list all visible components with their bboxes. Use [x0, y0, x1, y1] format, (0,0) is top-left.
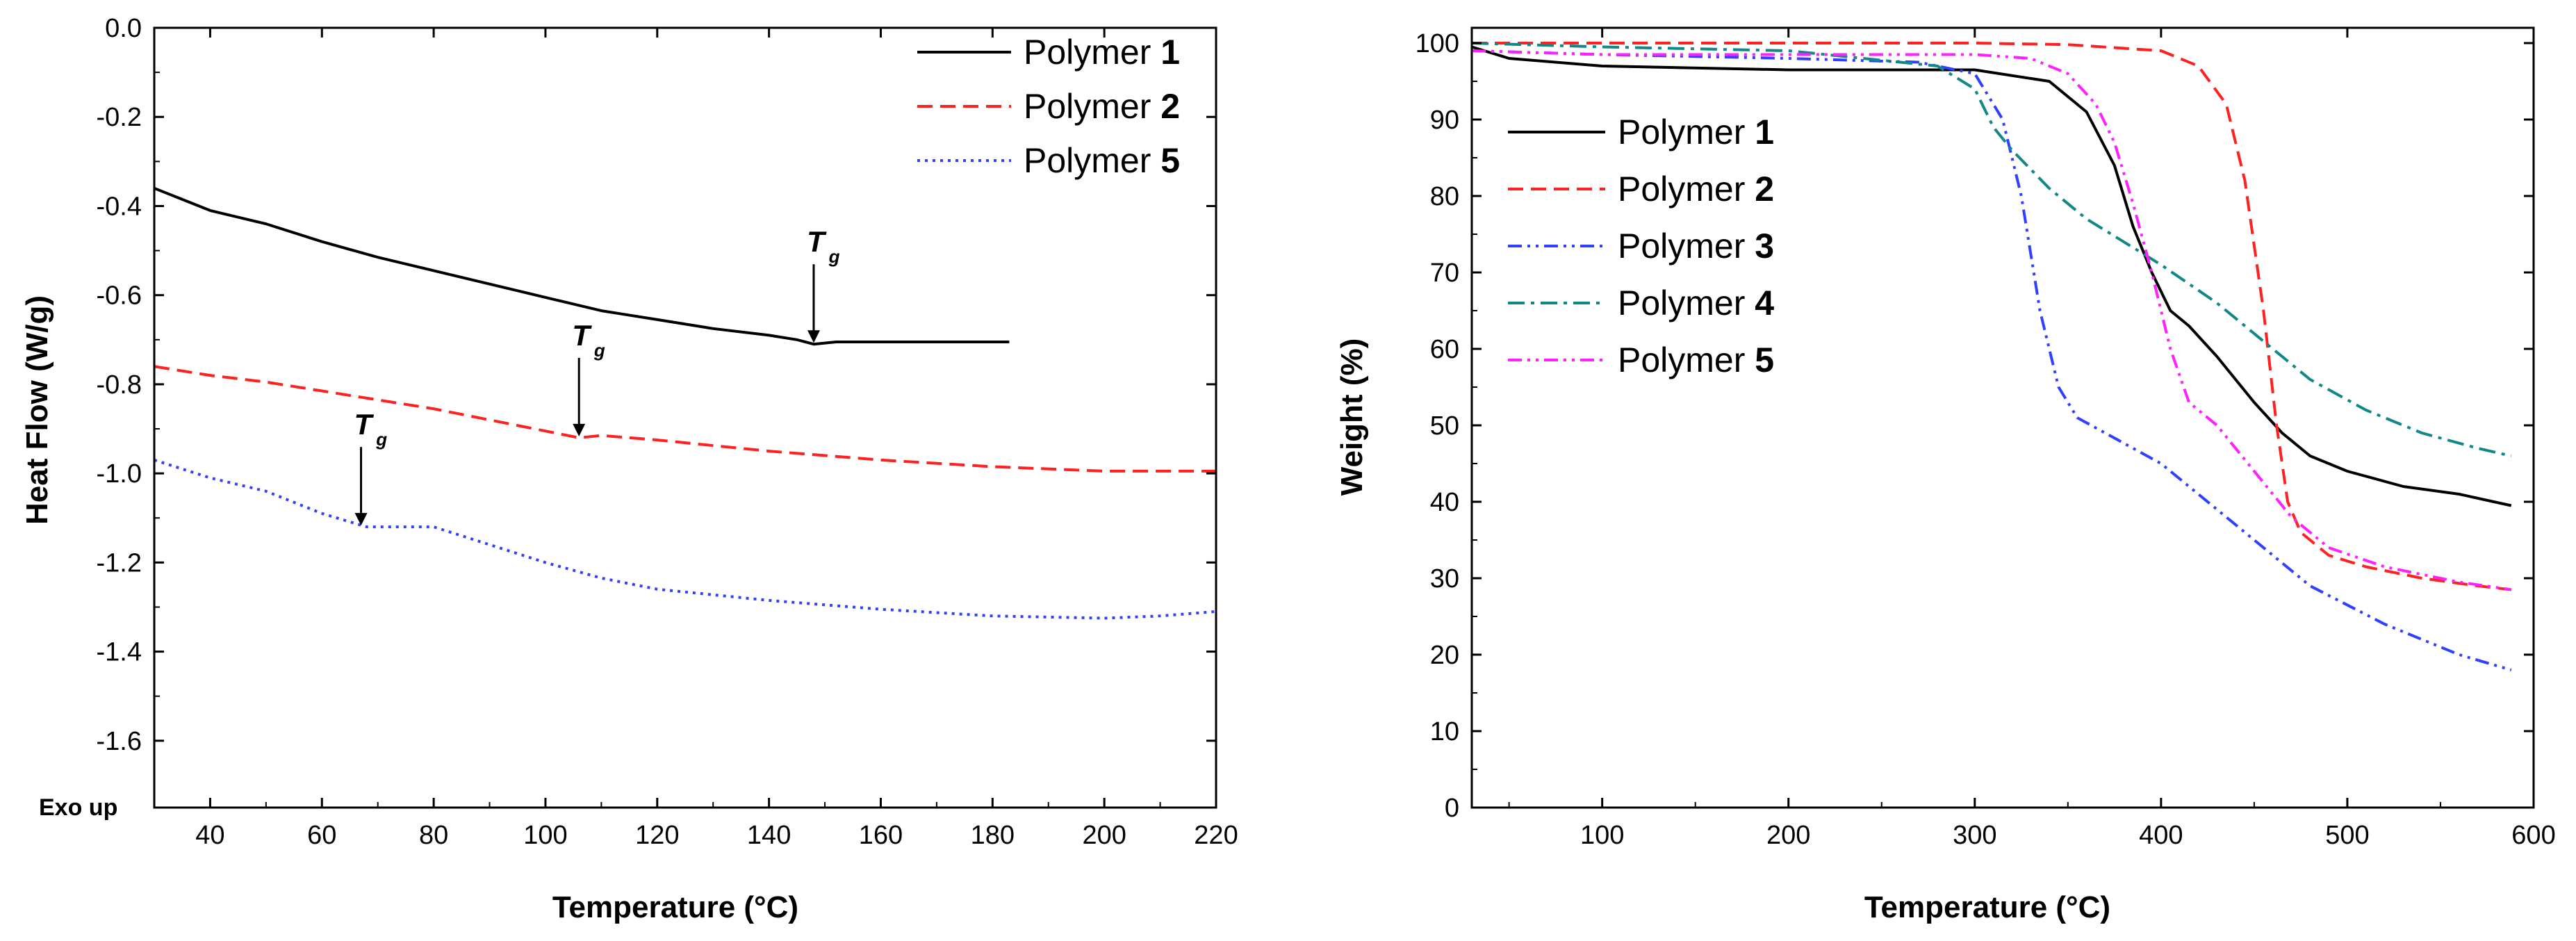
dsc-x-axis-title: Temperature (°C) — [552, 890, 798, 924]
x-tick-label: 300 — [1953, 821, 1996, 850]
y-tick-label: -1.2 — [97, 548, 142, 578]
series-line-polymer-2 — [1472, 42, 2512, 591]
tga-y-ticks: 0 10 20 30 40 50 60 70 80 90 100 — [1416, 29, 2534, 823]
dsc-plot-frame — [153, 26, 1217, 809]
y-tick-label: -0.6 — [97, 281, 142, 311]
tg-arrow-head — [573, 423, 586, 436]
y-tick-label: 0.0 — [105, 14, 142, 43]
x-tick-label: 100 — [523, 821, 567, 850]
x-tick-label: 80 — [419, 821, 448, 850]
tga-x-axis-title: Temperature (°C) — [1864, 890, 2110, 924]
x-tick-label: 140 — [747, 821, 791, 850]
legend-label-polymer-5: Polymer 5 — [1024, 141, 1180, 180]
series-line-polymer-5 — [154, 458, 1217, 620]
legend-label-polymer-2: Polymer 2 — [1024, 87, 1180, 126]
y-tick-label: 80 — [1430, 182, 1459, 211]
dsc-y-ticks: 0.0 -0.2 -0.4 -0.6 -0.8 -1.0 -1.2 -1.4 -1.6 — [97, 14, 1216, 756]
tga-chart: 100 200 300 400 500 600 0 10 20 30 40 50 60 70 80 90 10… — [1335, 26, 2556, 924]
x-tick-label: 180 — [971, 821, 1015, 850]
y-tick-label: 70 — [1430, 259, 1459, 288]
x-tick-label: 100 — [1580, 821, 1624, 850]
tga-series-lines — [1471, 42, 2512, 671]
y-tick-label: -1.4 — [97, 638, 142, 667]
x-tick-label: 500 — [2325, 821, 2369, 850]
y-tick-label: 0 — [1445, 794, 1459, 823]
legend-label-polymer-1: Polymer 1 — [1618, 113, 1774, 152]
x-tick-label: 120 — [635, 821, 679, 850]
tga-legend: Polymer 1 Polymer 2 Polymer 3 Polymer 4 Poly… — [1508, 113, 1774, 379]
series-line-polymer-1 — [154, 186, 1010, 346]
x-tick-label: 60 — [307, 821, 336, 850]
legend-label-polymer-5: Polymer 5 — [1618, 341, 1774, 379]
dsc-x-ticks: 40 60 80 100 120 140 160 180 200 220 — [195, 28, 1238, 850]
tg-arrow-head — [354, 513, 368, 526]
dsc-y-axis-title: Heat Flow (W/g) — [20, 295, 54, 525]
y-tick-label: 40 — [1430, 488, 1459, 517]
legend-label-polymer-2: Polymer 2 — [1618, 170, 1774, 208]
y-tick-label: 60 — [1430, 335, 1459, 364]
x-tick-label: 200 — [1766, 821, 1810, 850]
legend-label-polymer-4: Polymer 4 — [1618, 284, 1774, 322]
y-tick-label: 20 — [1430, 641, 1459, 670]
y-tick-label: -1.6 — [97, 727, 142, 756]
y-tick-label: 100 — [1416, 29, 1459, 58]
legend-label-polymer-1: Polymer 1 — [1024, 33, 1180, 72]
x-tick-label: 600 — [2511, 821, 2555, 850]
dsc-exo-label: Exo up — [39, 794, 117, 821]
y-tick-label: 30 — [1430, 564, 1459, 594]
y-tick-label: -0.8 — [97, 370, 142, 400]
x-tick-label: 40 — [195, 821, 224, 850]
tg-arrow-head — [807, 330, 820, 343]
y-tick-label: 50 — [1430, 411, 1459, 441]
x-tick-label: 160 — [859, 821, 903, 850]
y-tick-label: -0.4 — [97, 192, 142, 221]
tga-x-ticks: 100 200 300 400 500 600 — [1508, 28, 2556, 850]
x-tick-label: 200 — [1082, 821, 1126, 850]
x-tick-label: 220 — [1194, 821, 1238, 850]
series-line-polymer-4 — [1471, 42, 2512, 457]
tga-y-axis-title: Weight (%) — [1335, 338, 1369, 496]
dsc-series-lines — [154, 186, 1217, 620]
y-tick-label: -0.2 — [97, 103, 142, 132]
legend-label-polymer-3: Polymer 3 — [1618, 227, 1774, 265]
y-tick-label: -1.0 — [97, 459, 142, 489]
dsc-legend: Polymer 1 Polymer 2 Polymer 5 — [917, 33, 1180, 180]
y-tick-label: 90 — [1430, 106, 1459, 135]
tga-plot-frame — [1470, 26, 2535, 809]
y-tick-label: 10 — [1430, 717, 1459, 746]
series-line-polymer-2 — [154, 365, 1216, 473]
series-line-polymer-1 — [1471, 45, 2512, 507]
x-tick-label: 400 — [2139, 821, 2183, 850]
